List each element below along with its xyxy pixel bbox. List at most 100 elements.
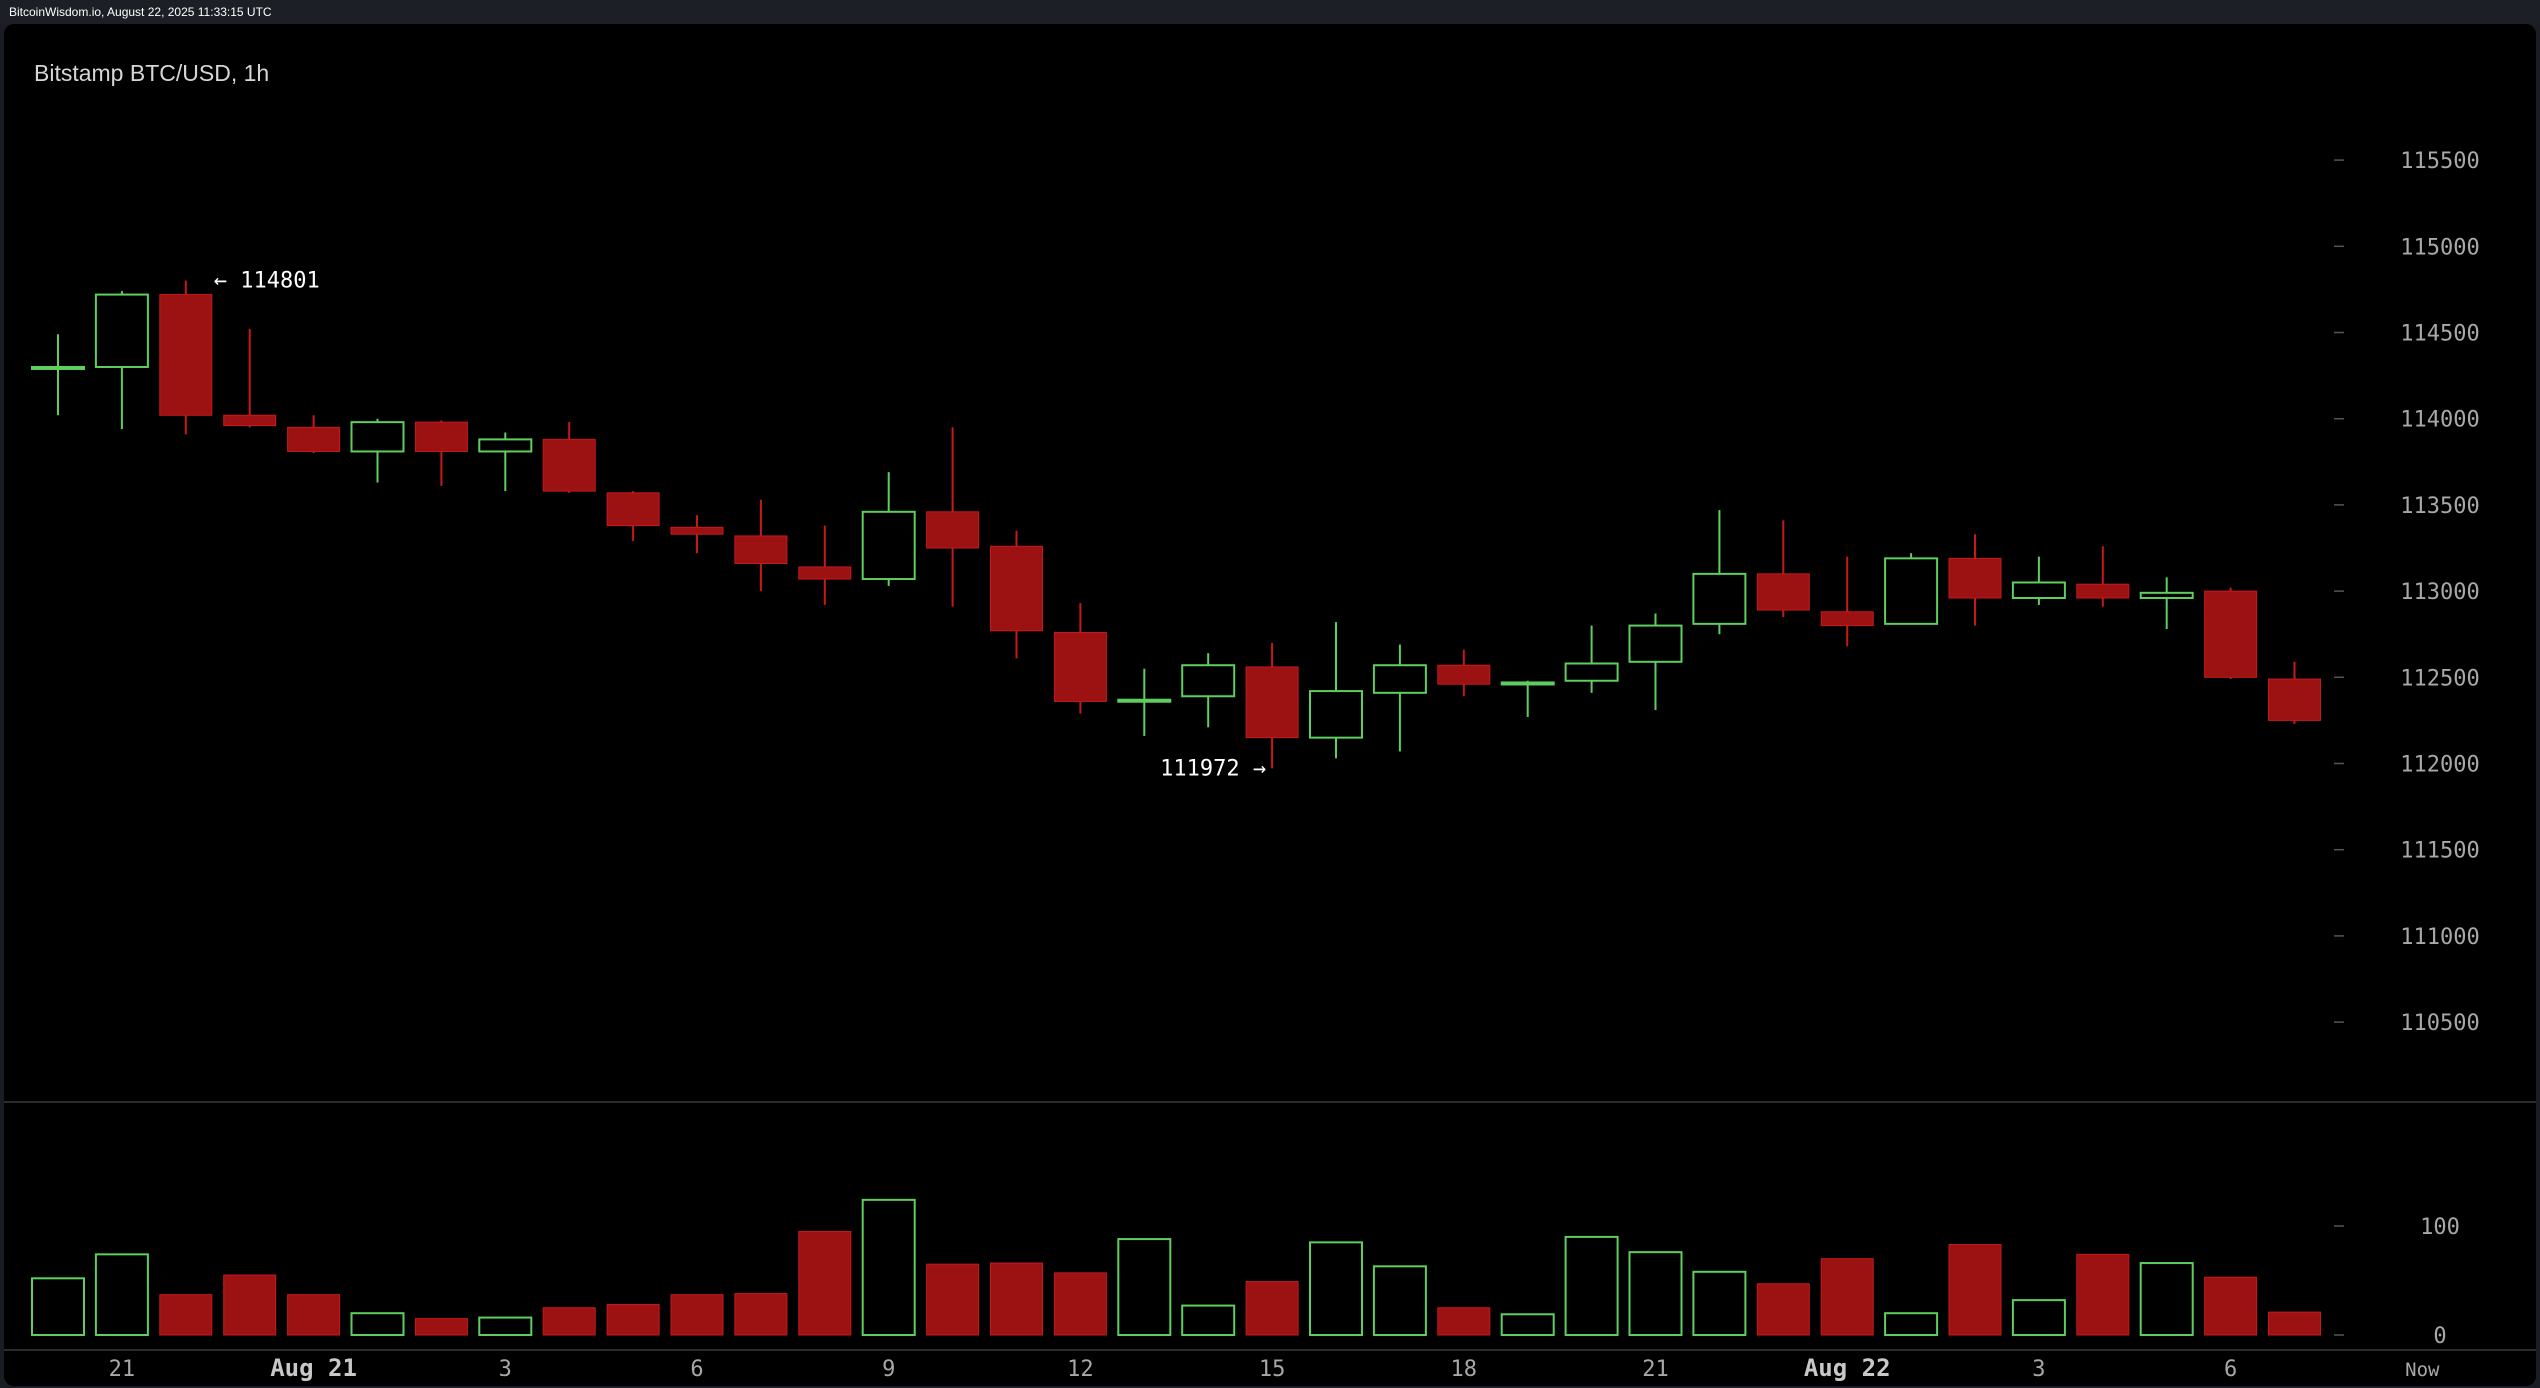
- volume-tick-label: 0: [2433, 1324, 2446, 1349]
- candle-up: [2011, 581, 2066, 599]
- candle-down: [159, 294, 213, 416]
- price-tick-label: 111000: [2400, 925, 2479, 950]
- candle-down: [1437, 664, 1491, 685]
- time-tick-label: 12: [1067, 1357, 1094, 1382]
- candle-down: [2268, 678, 2321, 721]
- volume-bar-up: [31, 1277, 85, 1336]
- volume-bar-down: [990, 1262, 1043, 1336]
- volume-bar-down: [1820, 1258, 1874, 1336]
- candle-up: [1372, 664, 1427, 694]
- volume-bar-down: [542, 1307, 596, 1336]
- volume-bar-up: [1692, 1270, 1747, 1337]
- volume-bar-down: [1756, 1283, 1810, 1336]
- volume-bar-up: [1372, 1265, 1427, 1336]
- volume-bar-up: [861, 1198, 916, 1336]
- volume-bar-down: [223, 1274, 277, 1336]
- time-tick-label: 21: [109, 1357, 136, 1382]
- time-tick-label: 6: [690, 1357, 703, 1382]
- price-tick-label: 113000: [2400, 580, 2479, 605]
- volume-tick-label: 100: [2420, 1215, 2460, 1240]
- candle-down: [287, 426, 341, 452]
- time-tick-label: 3: [2032, 1357, 2045, 1382]
- candle-down: [2076, 583, 2130, 599]
- volume-bar-up: [1117, 1238, 1172, 1336]
- time-tick-label: 6: [2224, 1357, 2237, 1382]
- candle-down: [1756, 573, 1810, 611]
- time-tick-label: 18: [1451, 1357, 1478, 1382]
- volume-bar-down: [159, 1294, 213, 1336]
- volume-bar-up: [1181, 1304, 1236, 1336]
- volume-bar-up: [478, 1316, 533, 1337]
- top-bar: BitcoinWisdom.io, August 22, 2025 11:33:…: [0, 0, 2540, 24]
- volume-bar-down: [414, 1318, 468, 1336]
- candlestick-chart[interactable]: 110500 111000 111500 112000 112500 113000 1135…: [4, 24, 2536, 1386]
- candle-down: [1053, 631, 1107, 702]
- candle-up: [31, 365, 85, 370]
- candle-up: [1500, 681, 1555, 686]
- candle-down: [1820, 611, 1874, 627]
- chart-panel: 110500 111000 111500 112000 112500 113000 1135…: [4, 24, 2536, 1386]
- volume-bar-up: [1628, 1251, 1683, 1337]
- candle-up: [2139, 591, 2194, 599]
- time-tick-label: Aug 22: [1804, 1354, 1891, 1382]
- volume-bar-up: [2139, 1262, 2194, 1337]
- candle-down: [926, 511, 980, 549]
- price-tick-label: 114500: [2400, 322, 2479, 347]
- volume-bar-down: [1948, 1244, 2002, 1336]
- low-annotation: 111972 →: [1160, 756, 1266, 781]
- price-tick-label: 111500: [2400, 839, 2479, 864]
- candle-down: [1245, 666, 1299, 739]
- volume-bar-down: [2268, 1311, 2321, 1336]
- volume-bar-down: [287, 1294, 341, 1336]
- volume-bar-down: [1245, 1281, 1299, 1336]
- candle-up: [1309, 690, 1363, 739]
- volume-bar-down: [734, 1293, 788, 1336]
- volume-bar-up: [1884, 1312, 1939, 1336]
- price-tick-label: 115000: [2400, 235, 2479, 260]
- price-tick-label: 113500: [2400, 494, 2479, 519]
- candle-up: [350, 421, 405, 453]
- candle-up: [1628, 624, 1683, 663]
- volume-bar-down: [2204, 1276, 2258, 1336]
- candle-down: [1948, 557, 2002, 599]
- high-annotation: ← 114801: [214, 269, 320, 294]
- volume-bar-up: [1564, 1235, 1619, 1337]
- price-tick-label: 110500: [2400, 1011, 2479, 1036]
- candle-up: [1564, 662, 1619, 682]
- candle-down: [734, 535, 788, 565]
- price-tick-label: 115500: [2400, 149, 2479, 174]
- candle-down: [798, 566, 852, 580]
- time-tick-label: 9: [882, 1357, 895, 1382]
- volume-bar-up: [1309, 1241, 1363, 1336]
- candle-down: [223, 414, 277, 427]
- candle-up: [478, 438, 533, 453]
- volume-bar-down: [1437, 1307, 1491, 1336]
- time-tick-label: 15: [1259, 1357, 1286, 1382]
- volume-bar-down: [606, 1303, 660, 1336]
- volume-bar-up: [1500, 1313, 1555, 1337]
- price-tick-label: 112000: [2400, 753, 2479, 778]
- volume-bar-up: [94, 1253, 149, 1336]
- price-tick-label: 114000: [2400, 408, 2479, 433]
- time-tick-label: 3: [499, 1357, 512, 1382]
- candle-down: [542, 438, 596, 492]
- candle-up: [1181, 664, 1236, 698]
- chart-title: Bitstamp BTC/USD, 1h: [34, 60, 270, 86]
- volume-bar-down: [1053, 1272, 1107, 1336]
- volume-bar-down: [670, 1294, 724, 1336]
- candle-down: [670, 526, 724, 535]
- volume-bar-down: [2076, 1253, 2130, 1336]
- candle-down: [414, 421, 468, 452]
- candle-up: [1692, 572, 1747, 625]
- volume-bar-up: [350, 1312, 405, 1336]
- candle-up: [1117, 698, 1172, 703]
- volume-bar-up: [2011, 1299, 2066, 1336]
- candle-down: [990, 545, 1043, 632]
- candle-up: [861, 510, 916, 581]
- source-timestamp: BitcoinWisdom.io, August 22, 2025 11:33:…: [9, 5, 272, 19]
- volume-bar-down: [926, 1263, 980, 1336]
- price-tick-label: 112500: [2400, 666, 2479, 691]
- volume-bar-down: [798, 1230, 852, 1336]
- candle-down: [2204, 590, 2258, 678]
- candle-up: [94, 293, 149, 368]
